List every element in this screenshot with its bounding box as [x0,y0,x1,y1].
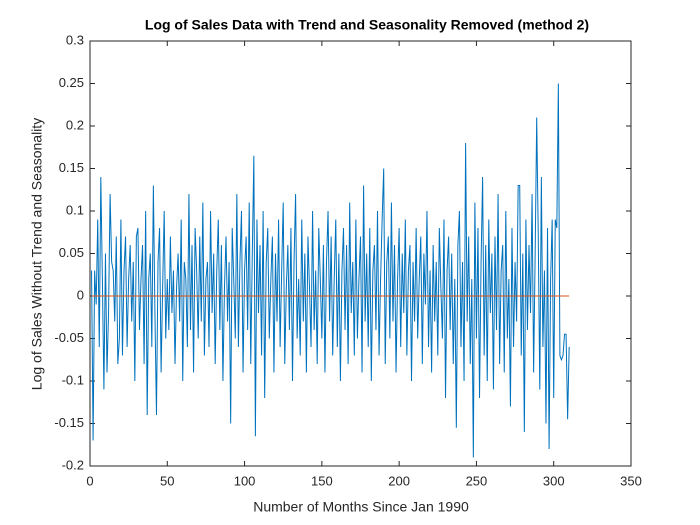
y-tick-label: 0.1 [66,202,84,217]
x-axis-label: Number of Months Since Jan 1990 [253,499,469,515]
y-tick-label: 0 [77,287,84,302]
y-tick-label: 0.25 [59,75,84,90]
data-line [91,83,570,458]
y-tick-label: 0.3 [66,32,84,47]
y-axis-label: Log of Sales Without Trend and Seasonali… [29,118,45,390]
y-tick-label: -0.05 [54,330,84,345]
x-tick-label: 200 [388,473,410,488]
x-tick-label: 0 [86,473,93,488]
y-tick-label: -0.15 [54,415,84,430]
y-tick-label: -0.2 [62,457,84,472]
x-tick-label: 150 [311,473,333,488]
axes-box [89,40,632,467]
x-tick-label: 50 [160,473,174,488]
x-tick-label: 250 [466,473,488,488]
y-tick-label: 0.2 [66,117,84,132]
x-tick-label: 300 [543,473,565,488]
y-tick-label: 0.15 [59,160,84,175]
y-tick-label: 0.05 [59,245,84,260]
x-tick-label: 100 [234,473,256,488]
y-tick-label: -0.1 [62,372,84,387]
x-tick-label: 350 [620,473,642,488]
chart-title: Log of Sales Data with Trend and Seasona… [145,17,589,33]
